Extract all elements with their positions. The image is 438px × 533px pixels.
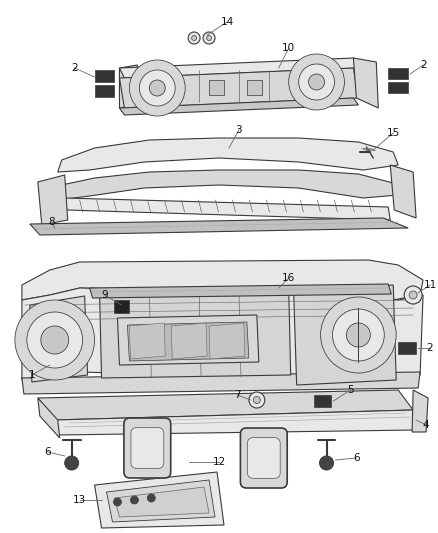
- Text: 12: 12: [212, 457, 226, 467]
- Polygon shape: [38, 175, 68, 225]
- Polygon shape: [65, 198, 390, 220]
- Polygon shape: [99, 288, 291, 378]
- Polygon shape: [114, 300, 129, 313]
- Polygon shape: [38, 390, 413, 420]
- Circle shape: [309, 74, 325, 90]
- Polygon shape: [209, 323, 245, 359]
- Polygon shape: [22, 260, 423, 300]
- Polygon shape: [120, 68, 358, 108]
- Text: 8: 8: [49, 217, 55, 227]
- Polygon shape: [95, 70, 114, 82]
- Circle shape: [131, 496, 138, 504]
- Polygon shape: [129, 323, 165, 359]
- Text: 5: 5: [347, 385, 354, 395]
- Polygon shape: [314, 395, 332, 407]
- Circle shape: [321, 297, 396, 373]
- Polygon shape: [58, 170, 398, 200]
- Polygon shape: [353, 58, 378, 108]
- Polygon shape: [117, 315, 259, 365]
- Text: 13: 13: [73, 495, 86, 505]
- Text: 2: 2: [71, 63, 78, 73]
- Polygon shape: [293, 285, 396, 385]
- Polygon shape: [412, 390, 428, 432]
- Text: 6: 6: [353, 453, 360, 463]
- Polygon shape: [22, 372, 420, 394]
- Circle shape: [299, 64, 335, 100]
- Polygon shape: [38, 398, 60, 438]
- Circle shape: [192, 36, 197, 41]
- Circle shape: [404, 286, 422, 304]
- Polygon shape: [120, 58, 358, 78]
- Text: 7: 7: [233, 390, 240, 400]
- Text: 2: 2: [427, 343, 433, 353]
- Polygon shape: [95, 472, 224, 528]
- FancyBboxPatch shape: [240, 428, 287, 488]
- Circle shape: [203, 32, 215, 44]
- Polygon shape: [22, 288, 423, 385]
- Text: 11: 11: [424, 280, 437, 290]
- Circle shape: [65, 456, 79, 470]
- Polygon shape: [120, 98, 358, 115]
- Circle shape: [27, 312, 83, 368]
- FancyBboxPatch shape: [124, 418, 171, 478]
- FancyBboxPatch shape: [131, 427, 164, 469]
- Circle shape: [409, 291, 417, 299]
- Circle shape: [15, 300, 95, 380]
- Circle shape: [129, 60, 185, 116]
- Polygon shape: [120, 65, 138, 108]
- Text: 10: 10: [282, 43, 295, 53]
- Polygon shape: [30, 296, 88, 382]
- Circle shape: [249, 392, 265, 408]
- Polygon shape: [106, 480, 215, 522]
- Polygon shape: [390, 165, 416, 218]
- Circle shape: [346, 323, 370, 347]
- Circle shape: [188, 32, 200, 44]
- Circle shape: [253, 397, 260, 403]
- Polygon shape: [398, 342, 416, 354]
- Circle shape: [332, 309, 384, 361]
- Polygon shape: [171, 323, 207, 359]
- Polygon shape: [247, 80, 262, 95]
- Circle shape: [149, 80, 165, 96]
- Text: 9: 9: [101, 290, 108, 300]
- Circle shape: [139, 70, 175, 106]
- Polygon shape: [388, 82, 408, 93]
- Polygon shape: [209, 80, 224, 95]
- FancyBboxPatch shape: [247, 438, 280, 479]
- Polygon shape: [30, 218, 408, 235]
- Text: 6: 6: [45, 447, 51, 457]
- Circle shape: [113, 498, 121, 506]
- Polygon shape: [114, 487, 209, 517]
- Polygon shape: [127, 322, 249, 361]
- Circle shape: [320, 456, 333, 470]
- Text: 4: 4: [423, 420, 429, 430]
- Polygon shape: [90, 284, 391, 298]
- Circle shape: [207, 36, 212, 41]
- Text: 15: 15: [387, 128, 400, 138]
- Text: 2: 2: [420, 60, 427, 70]
- Circle shape: [41, 326, 69, 354]
- Polygon shape: [55, 410, 416, 435]
- Polygon shape: [58, 138, 398, 172]
- Polygon shape: [95, 85, 114, 97]
- Text: 14: 14: [220, 17, 233, 27]
- Text: 1: 1: [28, 370, 35, 380]
- Text: 3: 3: [236, 125, 242, 135]
- Text: 16: 16: [282, 273, 295, 283]
- Circle shape: [289, 54, 344, 110]
- Polygon shape: [388, 68, 408, 79]
- Circle shape: [147, 494, 155, 502]
